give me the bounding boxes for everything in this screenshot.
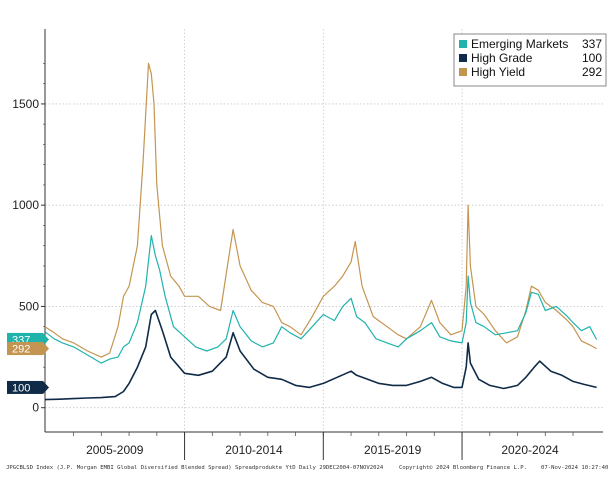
legend-swatch bbox=[459, 54, 467, 62]
legend-swatch bbox=[459, 68, 467, 76]
legend-label: Emerging Markets bbox=[471, 37, 568, 51]
legend-label: High Grade bbox=[471, 51, 533, 65]
footer-description: JPGCBLSD Index (J.P. Morgan EMBI Global … bbox=[6, 465, 384, 471]
y-tick-label: 500 bbox=[19, 299, 39, 313]
period-label: 2015-2019 bbox=[364, 443, 422, 457]
legend: Emerging Markets 337 High Grade 100 High Yie… bbox=[453, 33, 607, 87]
footer-copyright: Copyright© 2024 Bloomberg Finance L.P. bbox=[399, 465, 527, 471]
legend-value: 292 bbox=[582, 65, 602, 79]
footer-timestamp: 07-Nov-2024 10:27:40 bbox=[541, 465, 609, 471]
y-tick-label: 1000 bbox=[12, 198, 39, 212]
legend-value: 337 bbox=[582, 37, 602, 51]
last-value-tag-text: 100 bbox=[12, 382, 30, 394]
series-line-emerging-markets bbox=[44, 235, 598, 364]
period-label: 2010-2014 bbox=[225, 443, 283, 457]
axes: 0 500 1000 1500 2005-2009 2010-2014 2015-2019 2… bbox=[12, 29, 603, 460]
period-label: 2005-2009 bbox=[86, 443, 144, 457]
last-value-tag-pointer bbox=[43, 342, 49, 356]
period-label: 2020-2024 bbox=[501, 443, 559, 457]
y-tick-label: 1500 bbox=[12, 97, 39, 111]
last-value-tag-pointer bbox=[43, 332, 49, 346]
gridlines bbox=[45, 29, 603, 432]
legend-value: 100 bbox=[582, 51, 602, 65]
series-layer bbox=[44, 62, 598, 401]
last-value-tag bbox=[7, 342, 43, 356]
last-value-tag-pointer bbox=[43, 380, 49, 394]
legend-label: High Yield bbox=[471, 65, 525, 79]
series-line-high-yield bbox=[44, 62, 597, 358]
legend-box bbox=[453, 33, 607, 87]
series-line-high-grade bbox=[44, 309, 597, 401]
legend-swatch bbox=[459, 40, 467, 48]
last-value-tag-text: 292 bbox=[12, 344, 30, 356]
y-tick-label: 0 bbox=[32, 401, 39, 415]
last-value-tag bbox=[7, 380, 43, 394]
